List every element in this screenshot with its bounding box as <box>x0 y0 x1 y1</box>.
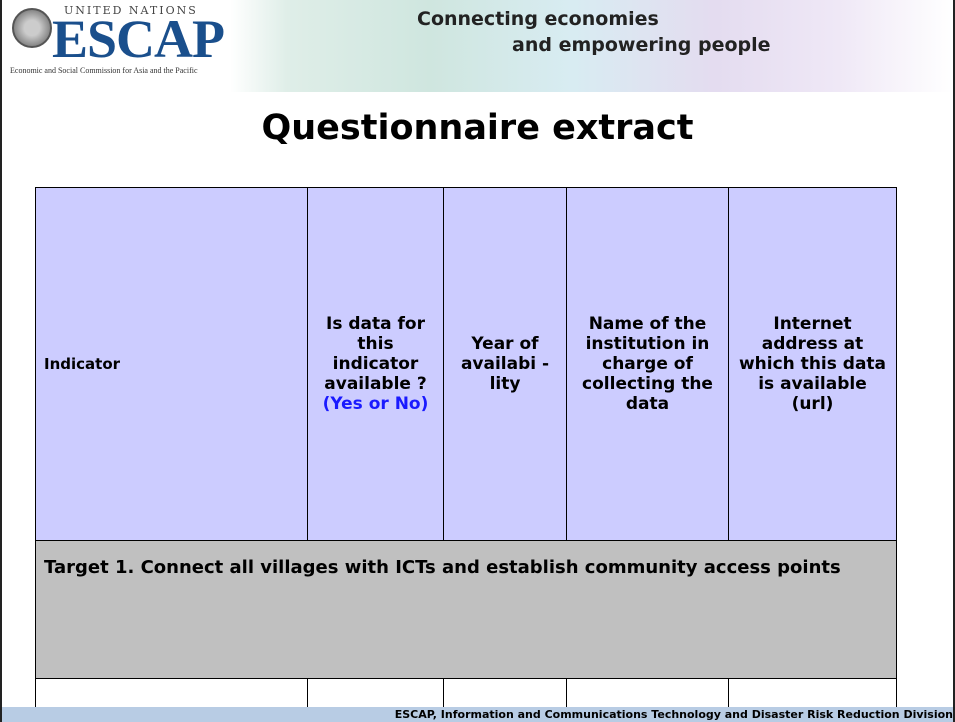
column-header: Year of availabi -lity <box>443 187 567 541</box>
highlight: (Yes or No) <box>322 394 429 414</box>
column-header: Indicator <box>35 187 308 541</box>
text: Indicator <box>44 355 121 373</box>
logo: ESCAP <box>52 9 225 69</box>
section-cell: Target 1. Connect all villages with ICTs… <box>35 540 897 679</box>
column-header: Is data for this indicator available ? (… <box>307 187 444 541</box>
text: Name of the institution in charge of col… <box>582 314 713 414</box>
logo-subtitle: Economic and Social Commission for Asia … <box>10 66 198 75</box>
tagline: and empowering people <box>512 34 771 56</box>
text: Year of availabi -lity <box>460 334 550 394</box>
org: UNITED NATIONS <box>64 4 198 17</box>
column-header: Internet address at which this data is a… <box>728 187 897 541</box>
un-emblem <box>12 8 52 48</box>
questionnaire-table: Indicator Is data for this indicator ava… <box>35 187 897 722</box>
tagline: Connecting economies <box>417 8 659 30</box>
banner: UNITED NATIONS ESCAP Economic and Social… <box>2 0 953 92</box>
column-header: Name of the institution in charge of col… <box>566 187 729 541</box>
header-row: Indicator Is data for this indicator ava… <box>35 187 897 541</box>
section-row: Target 1. Connect all villages with ICTs… <box>35 540 897 679</box>
text: Is data for this indicator available ? <box>324 314 427 394</box>
text: Internet address at which this data is a… <box>738 314 887 414</box>
footer: ESCAP, Information and Communications Te… <box>2 707 953 722</box>
title: Questionnaire extract <box>261 108 694 148</box>
